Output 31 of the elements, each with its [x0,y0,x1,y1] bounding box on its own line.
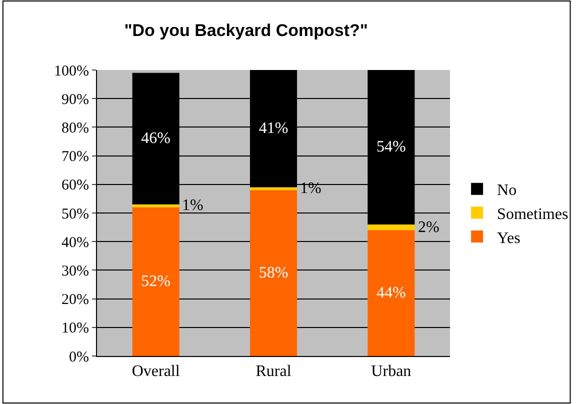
y-tick-label: 100% [54,63,89,80]
bar [132,204,180,208]
data-label: 58% [258,264,288,282]
data-label: 41% [258,120,288,138]
y-tick-label: 70% [62,149,89,166]
y-tick-label: 20% [62,292,89,308]
x-tick-label: Urban [371,363,412,380]
data-label: 44% [376,284,406,302]
y-tick-label: 90% [62,92,89,108]
bar [368,224,415,230]
y-tick-label: 50% [62,206,89,222]
y-tick-label: 40% [62,234,89,251]
bar [132,207,180,356]
chart-title: "Do you Backyard Compost?" [124,21,368,40]
y-tick-label: 30% [62,263,89,280]
x-tick-label: Overall [132,363,180,380]
y-tick-label: 80% [62,120,89,136]
data-label: 2% [418,219,440,236]
data-label: 54% [376,138,406,156]
bar [250,190,298,356]
data-label: 52% [141,273,170,290]
y-tick-label: 0% [69,349,89,366]
bar [368,230,415,356]
y-tick-label: 60% [62,178,89,194]
data-label: 46% [141,130,170,148]
data-label: 1% [182,197,204,214]
x-tick-label: Rural [256,363,292,380]
legend-label: Sometimes [497,206,568,223]
legend-label: No [497,182,517,200]
legend-label: Yes [497,230,520,247]
y-tick-label: 10% [62,320,89,337]
